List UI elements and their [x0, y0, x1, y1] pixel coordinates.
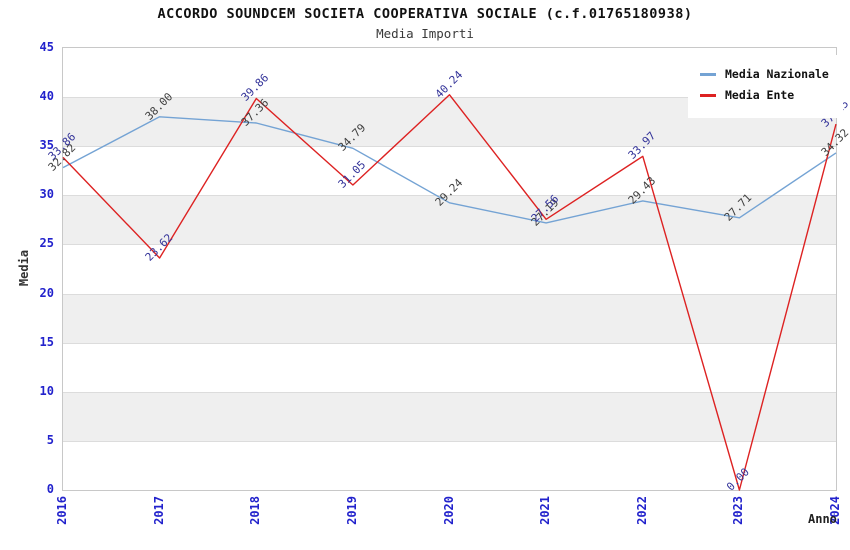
chart-title: ACCORDO SOUNDCEM SOCIETA COOPERATIVA SOC… [157, 6, 693, 22]
y-tick-label: 30 [39, 187, 54, 202]
background-band [63, 391, 836, 441]
x-tick-label: 2021 [538, 496, 553, 525]
media-ente-line [62, 94, 837, 491]
legend-swatch [700, 72, 716, 76]
legend-item: Media Ente [700, 88, 829, 102]
y-tick-label: 35 [39, 138, 54, 153]
x-tick-label: 2018 [248, 496, 263, 525]
gridline [63, 97, 836, 99]
x-tick-label: 2017 [151, 496, 166, 525]
plot-area [62, 47, 837, 491]
chart-subtitle: Media Importi [376, 26, 474, 41]
x-tick-label: 2016 [55, 496, 69, 525]
y-tick-label: 5 [46, 432, 54, 447]
gridline [63, 293, 836, 295]
x-tick-label: 2023 [731, 496, 746, 525]
x-tick-label: 2020 [441, 496, 456, 525]
gridline [63, 195, 836, 197]
y-tick-label: 10 [39, 383, 54, 398]
legend-swatch [700, 93, 716, 97]
line-series-svg [62, 94, 837, 491]
y-tick-label: 40 [39, 89, 54, 104]
legend-label: Media Ente [725, 88, 795, 102]
gridline [63, 342, 836, 344]
y-tick-label: 25 [39, 236, 54, 251]
x-tick-label: 2022 [634, 496, 649, 525]
gridline [63, 146, 836, 148]
y-axis-title: Media [17, 249, 31, 287]
y-tick-label: 20 [39, 285, 54, 300]
gridline [63, 391, 836, 393]
y-tick-label: 45 [39, 40, 54, 54]
x-tick-label: 2019 [344, 496, 359, 525]
gridline [63, 440, 836, 442]
legend: Media Nazionale Media Ente [688, 55, 843, 118]
legend-item: Media Nazionale [700, 67, 829, 81]
x-axis-title: Anno [808, 512, 837, 526]
media-nazionale-line [62, 116, 837, 224]
legend-label: Media Nazionale [725, 67, 829, 81]
background-band [63, 293, 836, 343]
y-tick-label: 0 [46, 482, 54, 496]
gridline [63, 244, 836, 246]
y-tick-label: 15 [39, 334, 54, 349]
